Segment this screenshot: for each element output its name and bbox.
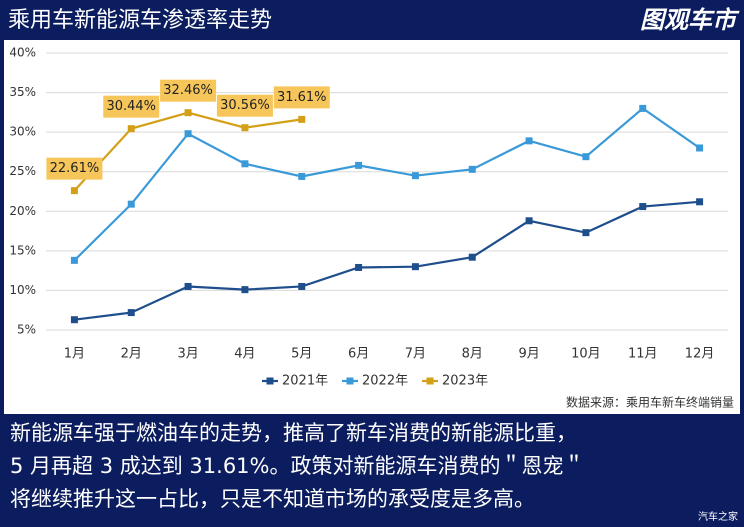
value-label-box xyxy=(216,94,273,117)
source: 数据来源：乘用车新车终端销量 xyxy=(566,395,734,410)
legend-marker xyxy=(426,377,434,385)
x-tick-label: 4月 xyxy=(234,347,255,362)
legend-marker xyxy=(346,377,354,385)
x-tick-label: 1月 xyxy=(64,347,85,362)
y-tick-label: 25% xyxy=(9,164,36,178)
marker xyxy=(241,124,249,132)
logo: 图观车市 xyxy=(640,6,740,34)
marker xyxy=(241,286,249,294)
series-line xyxy=(73,107,701,262)
series-line xyxy=(74,200,700,321)
value-label-box xyxy=(46,157,103,180)
value-label-box xyxy=(160,79,217,102)
marker xyxy=(525,217,533,225)
marker xyxy=(639,203,647,211)
x-tick-label: 8月 xyxy=(462,347,483,362)
marker xyxy=(468,253,476,261)
marker xyxy=(184,282,192,290)
x-tick-label: 12月 xyxy=(685,347,715,362)
marker xyxy=(127,125,135,133)
x-tick-label: 2月 xyxy=(121,347,142,362)
legend-label: 2022年 xyxy=(362,374,408,389)
marker xyxy=(184,109,192,117)
marker xyxy=(298,172,306,180)
x-tick-label: 5月 xyxy=(291,347,312,362)
marker xyxy=(241,160,249,168)
marker xyxy=(70,256,78,264)
marker xyxy=(70,316,78,324)
value-label-box xyxy=(273,86,330,109)
y-tick-label: 15% xyxy=(9,243,36,257)
x-tick-label: 3月 xyxy=(177,347,198,362)
marker xyxy=(411,263,419,271)
marker xyxy=(468,165,476,173)
x-tick-label: 7月 xyxy=(405,347,426,362)
caption-line: 5 月再超 3 成达到 31.61%。政策对新能源车消费的＂恩宠＂ xyxy=(10,454,585,478)
value-label: 31.61% xyxy=(277,90,327,105)
x-tick-label: 10月 xyxy=(571,347,601,362)
x-tick-label: 6月 xyxy=(348,347,369,362)
x-tick-label: 11月 xyxy=(628,347,658,362)
marker xyxy=(127,309,135,317)
caption-line: 将继续推升这一占比，只是不知道市场的承受度是多高。 xyxy=(10,487,535,511)
y-tick-label: 20% xyxy=(9,204,36,218)
marker xyxy=(525,137,533,145)
value-label: 30.44% xyxy=(106,99,156,114)
legend-marker xyxy=(266,377,274,385)
watermark: 汽车之家 xyxy=(698,510,738,523)
marker xyxy=(639,104,647,112)
caption-line: 新能源车强于燃油车的走势，推高了新车消费的新能源比重， xyxy=(10,421,577,445)
marker xyxy=(582,229,590,237)
y-tick-label: 5% xyxy=(17,323,36,337)
legend-label: 2023年 xyxy=(442,374,488,389)
marker xyxy=(298,282,306,290)
marker xyxy=(411,172,419,180)
value-label: 30.56% xyxy=(220,98,270,113)
marker xyxy=(355,263,363,271)
marker xyxy=(70,187,78,195)
value-label: 22.61% xyxy=(50,161,100,176)
marker xyxy=(696,144,704,152)
marker xyxy=(355,161,363,169)
marker xyxy=(298,115,306,123)
y-tick-label: 40% xyxy=(9,46,36,60)
marker xyxy=(184,130,192,138)
y-tick-label: 10% xyxy=(9,283,36,297)
value-label: 32.46% xyxy=(163,83,213,98)
marker xyxy=(582,153,590,161)
y-tick-label: 30% xyxy=(9,125,36,139)
value-label-box xyxy=(103,95,160,118)
legend-label: 2021年 xyxy=(282,374,328,389)
chart-title: 乘用车新能源车渗透率走势 xyxy=(8,8,272,33)
marker xyxy=(696,198,704,206)
x-tick-label: 9月 xyxy=(518,347,539,362)
y-tick-label: 35% xyxy=(9,85,36,99)
marker xyxy=(127,200,135,208)
